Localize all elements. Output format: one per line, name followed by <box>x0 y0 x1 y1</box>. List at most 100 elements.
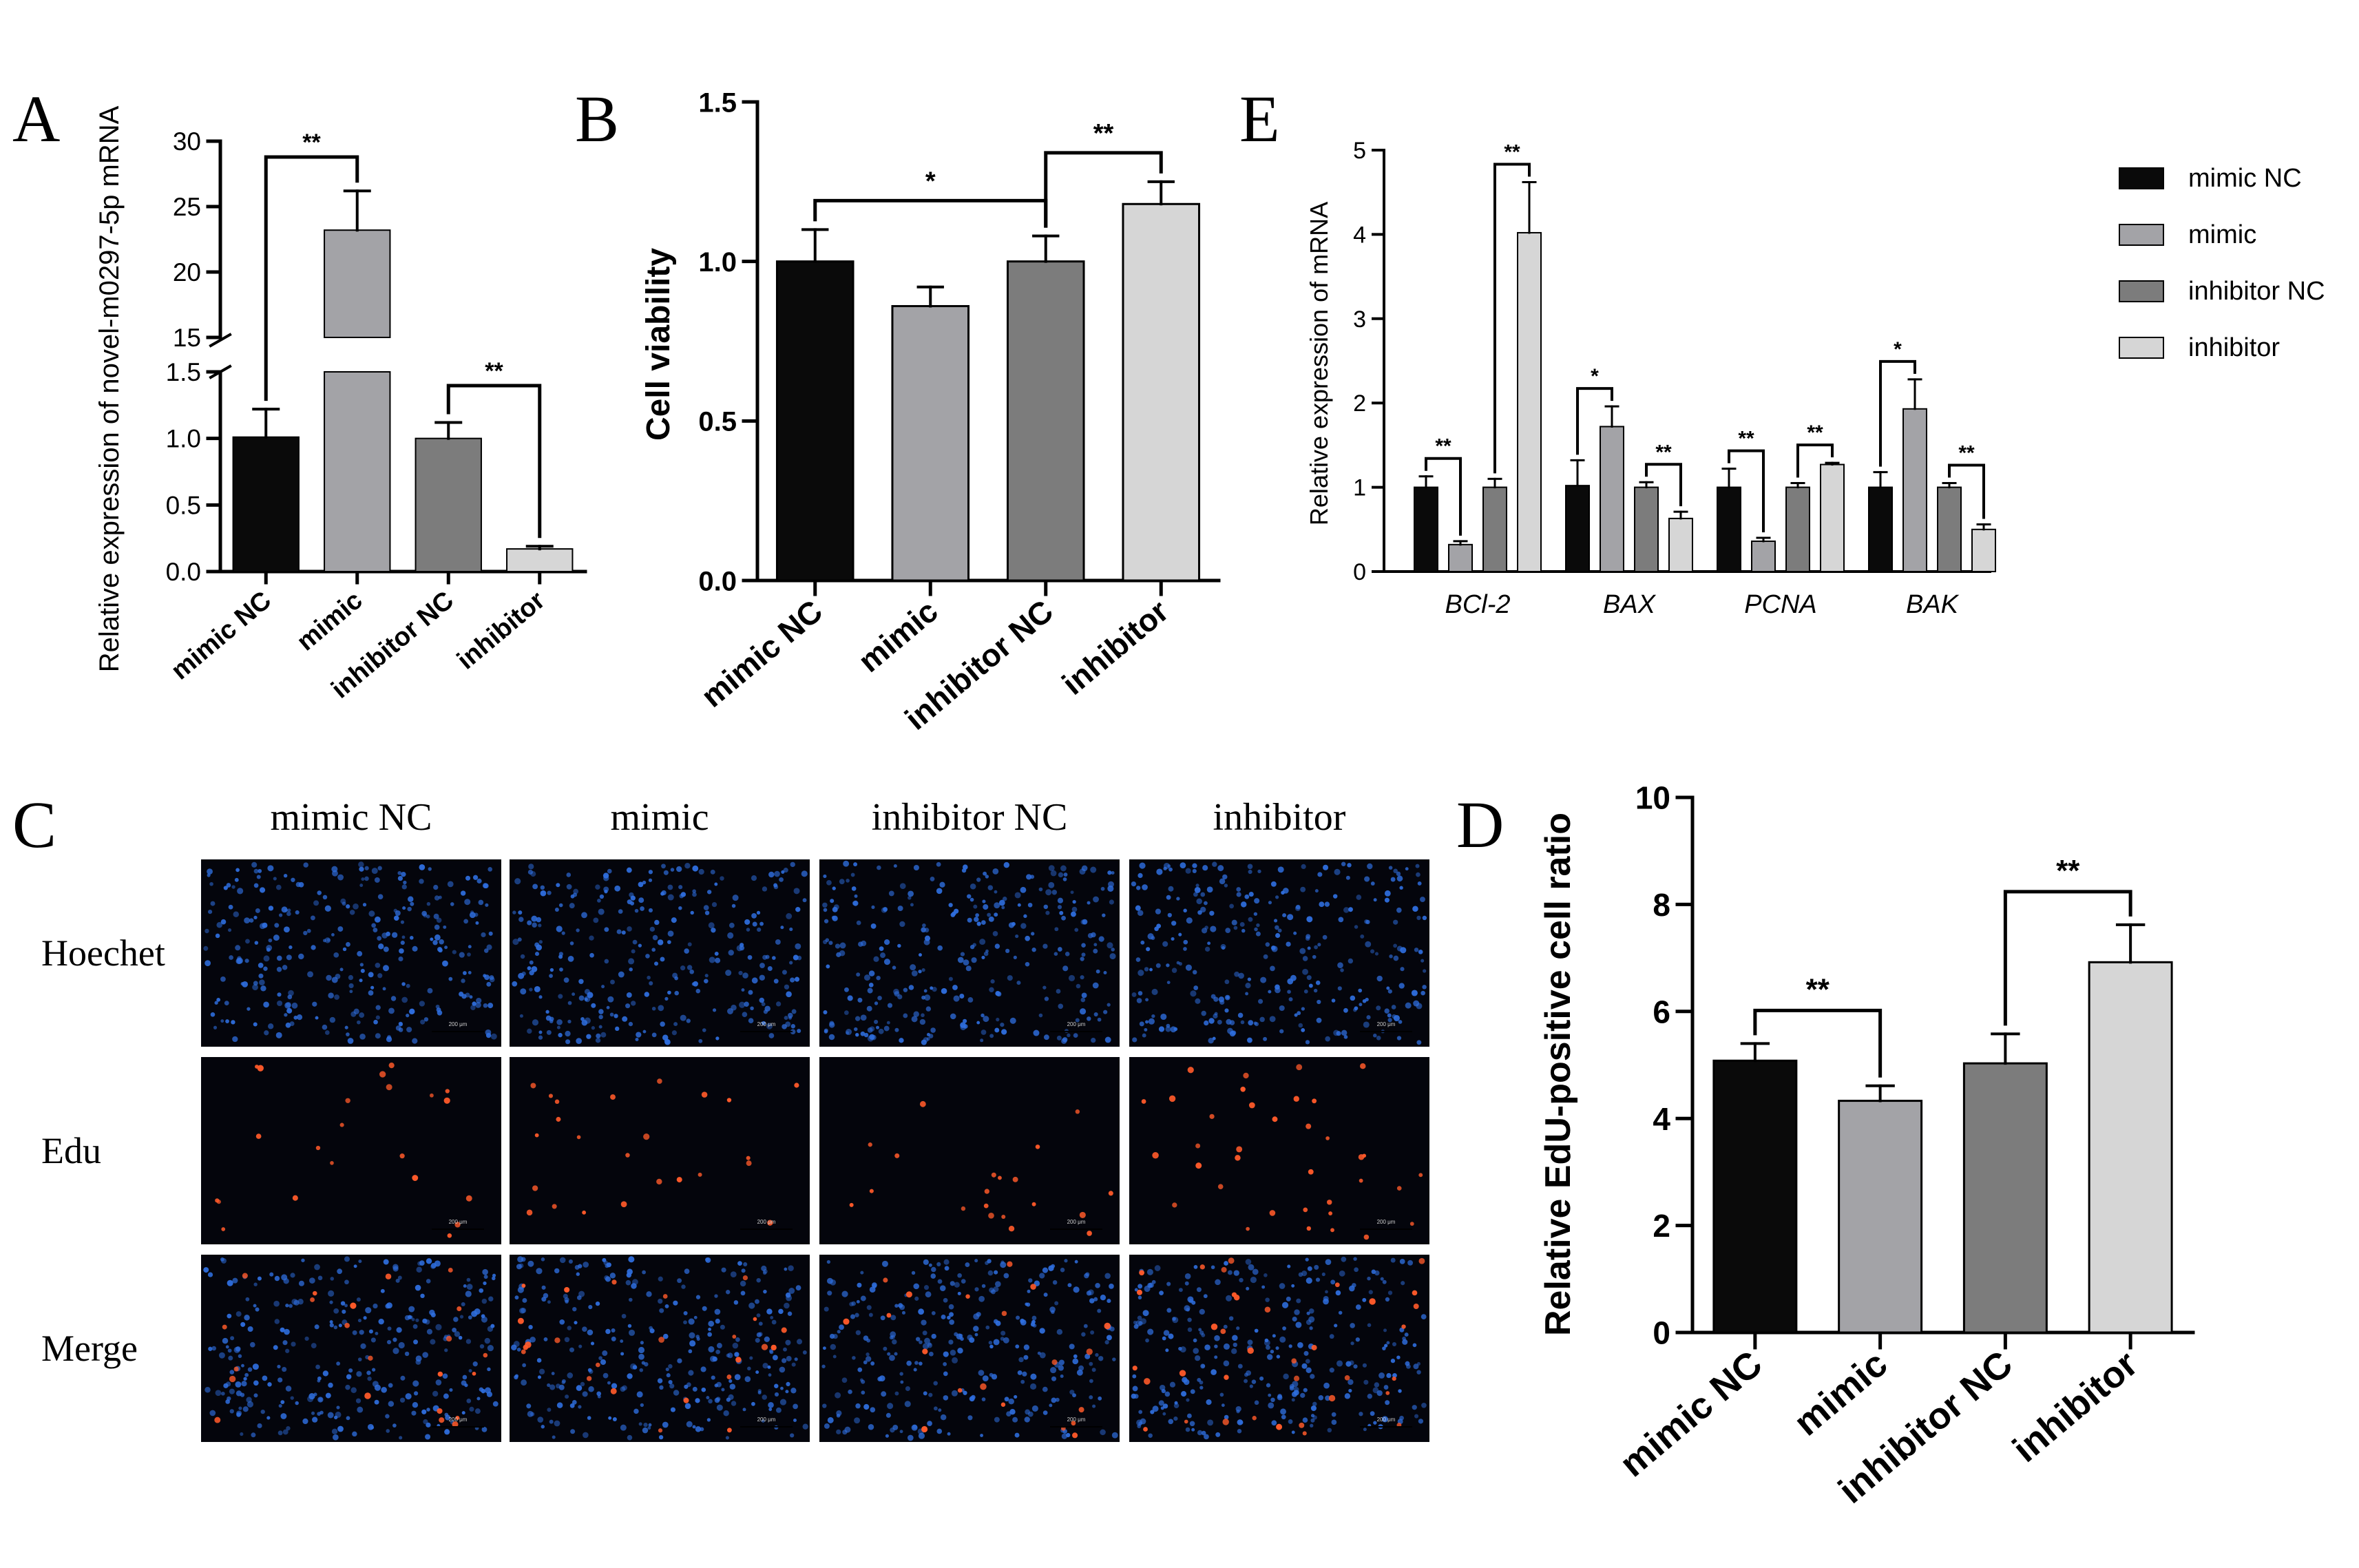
hoechst-nucleus <box>989 1372 994 1377</box>
hoechst-nucleus <box>1376 1390 1383 1397</box>
hoechst-nucleus <box>1005 948 1010 954</box>
hoechst-nucleus <box>235 868 240 872</box>
edu-positive-nucleus <box>1344 1375 1350 1381</box>
hoechst-nucleus <box>698 868 704 875</box>
hoechst-nucleus <box>1134 1288 1138 1292</box>
hoechst-nucleus <box>388 1383 393 1388</box>
hoechst-nucleus <box>561 1379 566 1383</box>
panel-e-category-label: BCl-2 <box>1445 590 1510 619</box>
hoechst-nucleus <box>918 970 922 974</box>
hoechst-nucleus <box>1057 897 1064 903</box>
hoechst-nucleus <box>208 1346 213 1351</box>
hoechst-nucleus <box>1142 1033 1146 1038</box>
hoechst-nucleus <box>259 979 265 985</box>
hoechst-nucleus <box>1300 886 1306 892</box>
hoechst-nucleus <box>576 928 580 932</box>
hoechst-nucleus <box>258 868 262 873</box>
hoechst-nucleus <box>273 877 277 881</box>
hoechst-nucleus <box>461 1411 465 1415</box>
hoechst-nucleus <box>238 1406 242 1410</box>
panel-letter-b: B <box>575 82 619 156</box>
hoechst-nucleus <box>1387 989 1392 994</box>
hoechst-nucleus <box>1247 977 1252 981</box>
micrograph-merge-mimic: 200 μm <box>510 1255 810 1442</box>
hoechst-nucleus <box>704 974 709 978</box>
hoechst-nucleus <box>1236 887 1241 892</box>
hoechst-nucleus <box>322 1024 328 1030</box>
edu-positive-nucleus <box>698 1172 702 1177</box>
hoechst-nucleus <box>1208 1018 1215 1024</box>
hoechst-nucleus <box>1093 1297 1098 1302</box>
hoechst-nucleus <box>330 1277 335 1281</box>
bar-bak-mimic <box>1902 408 1927 572</box>
hoechst-nucleus <box>871 905 875 909</box>
panel-e-category-label: PCNA <box>1744 590 1817 619</box>
hoechst-nucleus <box>423 913 428 918</box>
hoechst-nucleus <box>433 913 439 919</box>
hoechst-nucleus <box>1089 1379 1093 1383</box>
hoechst-nucleus <box>1418 1419 1424 1424</box>
hoechst-nucleus <box>1057 905 1062 910</box>
hoechst-nucleus <box>1043 1293 1048 1297</box>
hoechst-nucleus <box>883 1346 888 1351</box>
edu-positive-nucleus <box>344 1323 350 1328</box>
hoechst-nucleus <box>1072 899 1076 904</box>
hoechst-nucleus <box>1152 1405 1159 1412</box>
edu-positive-nucleus <box>676 1177 682 1183</box>
hoechst-nucleus <box>855 1330 861 1335</box>
hoechst-nucleus <box>1245 983 1251 989</box>
hoechst-nucleus <box>1070 890 1074 895</box>
hoechst-nucleus <box>1389 954 1393 959</box>
hoechst-nucleus <box>573 888 579 895</box>
edu-positive-nucleus <box>521 1284 526 1288</box>
hoechst-nucleus <box>886 1021 890 1025</box>
d-y-tick-label: 8 <box>1653 887 1670 923</box>
hoechst-nucleus <box>726 1353 731 1358</box>
hoechst-nucleus <box>888 890 894 897</box>
hoechst-nucleus <box>386 1339 392 1345</box>
edu-positive-nucleus <box>229 1375 236 1383</box>
hoechst-nucleus <box>227 1313 232 1319</box>
hoechst-nucleus <box>1308 983 1313 988</box>
hoechst-nucleus <box>608 1416 612 1420</box>
hoechst-nucleus <box>1103 1010 1108 1014</box>
hoechst-nucleus <box>360 1343 366 1350</box>
hoechst-nucleus <box>390 996 397 1001</box>
hoechst-nucleus <box>1294 1013 1298 1017</box>
hoechst-nucleus <box>1158 1026 1165 1032</box>
hoechst-nucleus <box>1080 997 1086 1003</box>
hoechst-nucleus <box>1274 919 1278 923</box>
hoechst-nucleus <box>927 1342 932 1346</box>
hoechst-nucleus <box>556 1025 560 1029</box>
hoechst-nucleus <box>370 1337 376 1343</box>
hoechst-nucleus <box>913 1011 919 1017</box>
hoechst-nucleus <box>601 985 605 989</box>
hoechst-nucleus <box>1306 975 1312 981</box>
hoechst-nucleus <box>914 1296 919 1301</box>
hoechst-nucleus <box>1275 925 1279 930</box>
hoechst-nucleus <box>375 1332 379 1335</box>
hoechst-nucleus <box>284 1328 290 1335</box>
hoechst-nucleus <box>492 1401 499 1407</box>
hoechst-nucleus <box>400 1375 406 1381</box>
edu-positive-nucleus <box>526 1209 533 1216</box>
hoechst-nucleus <box>1135 957 1141 962</box>
hoechst-nucleus <box>1195 998 1201 1004</box>
hoechst-nucleus <box>1306 1311 1310 1315</box>
hoechst-nucleus <box>1142 884 1148 890</box>
panel-e-ylabel: Relative expression of mRNA <box>1305 202 1333 525</box>
hoechst-nucleus <box>704 910 710 915</box>
hoechst-nucleus <box>412 945 418 952</box>
hoechst-nucleus <box>576 1038 583 1044</box>
hoechst-nucleus <box>836 1410 842 1417</box>
legend-label: inhibitor <box>2188 333 2280 362</box>
significance-label: ** <box>1435 435 1451 458</box>
hoechst-nucleus <box>1197 1377 1202 1382</box>
hoechst-nucleus <box>597 1394 601 1399</box>
hoechst-nucleus <box>1054 927 1059 932</box>
hoechst-nucleus <box>923 1259 929 1265</box>
hoechst-nucleus <box>1162 1336 1166 1341</box>
hoechst-nucleus <box>537 1417 544 1423</box>
